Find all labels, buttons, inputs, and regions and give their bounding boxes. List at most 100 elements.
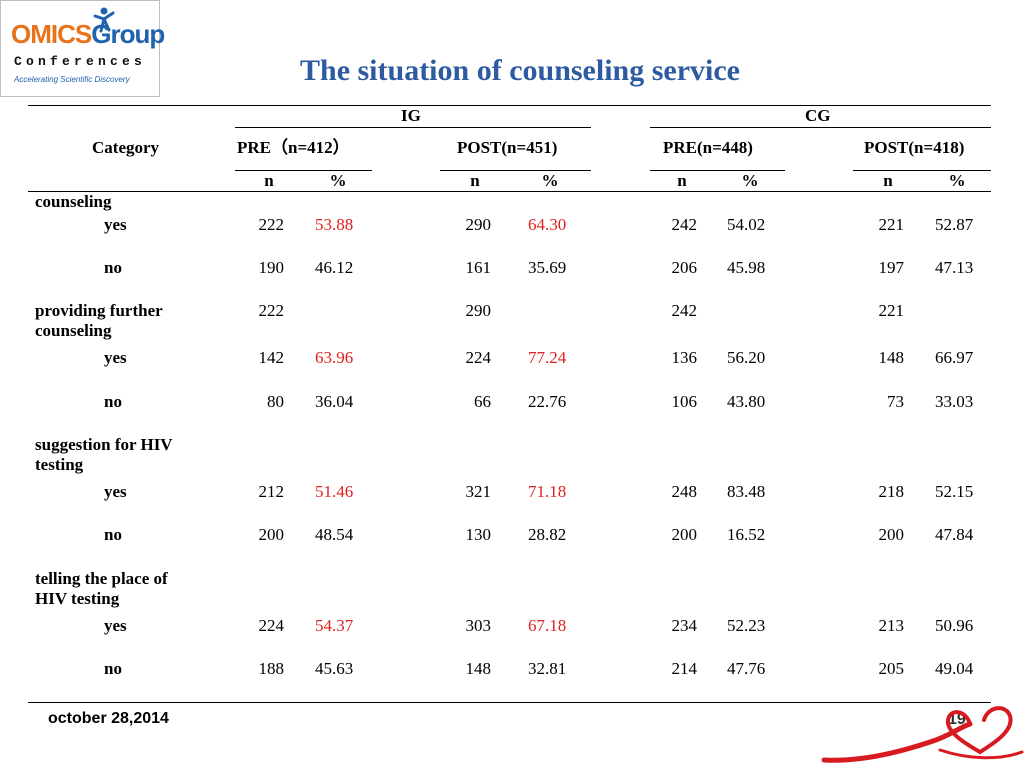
table-cell-n: 222 [258,215,285,234]
table-top-rule [28,105,991,106]
column-label-n: n [883,171,893,190]
table-cell-n: 73 [887,392,904,411]
table-cell-n: 106 [671,392,698,411]
heart-ribbon-decoration [821,706,1024,763]
subgroup-header: PRE（n=412） [237,138,350,157]
table-bottom-rule [28,702,991,703]
table-cell-percent: 52.87 [935,215,974,234]
footer-date: october 28,2014 [48,710,169,727]
table-cell-percent: 35.69 [528,258,567,277]
table-cell-n: 66 [474,392,491,411]
table-cell-n: 213 [878,616,905,635]
row-label: no [104,525,122,544]
table-cell-n: 142 [258,348,285,367]
column-label-percent: % [541,171,559,190]
table-cell-percent: 36.04 [315,392,354,411]
table-cell-n: 161 [465,258,492,277]
group-header-ig: IG [401,106,421,125]
table-cell-n: 136 [671,348,698,367]
row-label: counseling [35,321,112,340]
table-cell-percent: 47.13 [935,258,974,277]
row-label: suggestion for HIV [35,435,173,454]
table-cell-n: 290 [465,215,492,234]
table-cell-n: 242 [671,301,698,320]
table-cell-n: 148 [878,348,905,367]
ig-pre-underline [235,170,372,171]
table-cell-percent: 51.46 [315,482,354,501]
table-cell-n: 197 [878,258,905,277]
table-cell-percent: 54.02 [727,215,766,234]
omics-group-logo: OMICSGroup Conferences Accelerating Scie… [0,0,165,97]
table-cell-percent: 47.76 [727,659,766,678]
table-cell-n: 221 [878,301,905,320]
column-label-percent: % [329,171,347,190]
table-cell-n: 206 [671,258,698,277]
row-label: telling the place of [35,569,168,588]
row-label: HIV testing [35,589,120,608]
table-cell-percent: 32.81 [528,659,567,678]
table-cell-percent: 48.54 [315,525,354,544]
table-cell-percent: 52.15 [935,482,974,501]
row-label: providing further [35,301,163,320]
table-cell-n: 224 [465,348,492,367]
column-label-percent: % [741,171,759,190]
table-cell-percent: 50.96 [935,616,974,635]
column-label-n: n [677,171,687,190]
ig-post-underline [440,170,591,171]
table-cell-percent: 33.03 [935,392,974,411]
table-cell-percent: 52.23 [727,616,766,635]
table-cell-percent: 83.48 [727,482,766,501]
table-header-bottom-rule [28,191,991,192]
category-header: Category [92,138,160,157]
subgroup-header: POST(n=451) [457,138,558,157]
table-cell-n: 205 [878,659,905,678]
table-cell-n: 290 [465,301,492,320]
table-cell-n: 242 [671,215,698,234]
row-label: no [104,392,122,411]
table-cell-n: 303 [465,616,492,635]
table-cell-percent: 43.80 [727,392,766,411]
table-cell-n: 200 [258,525,285,544]
logo-brand: OMICSGroup [11,19,165,49]
column-label-percent: % [948,171,966,190]
cg-underline [650,127,991,128]
table-cell-percent: 71.18 [528,482,567,501]
row-label: yes [104,215,127,234]
table-cell-n: 234 [671,616,698,635]
subgroup-header: PRE(n=448) [663,138,753,157]
table-cell-percent: 47.84 [935,525,974,544]
ig-underline [235,127,591,128]
table-cell-n: 130 [465,525,492,544]
group-header-cg: CG [805,106,831,125]
logo-conferences-text: Conferences [14,54,147,69]
logo-tagline: Accelerating Scientific Discovery [14,75,130,84]
table-cell-percent: 64.30 [528,215,567,234]
table-cell-percent: 16.52 [727,525,766,544]
table-cell-n: 321 [465,482,492,501]
table-cell-percent: 77.24 [528,348,567,367]
table-cell-n: 200 [671,525,698,544]
slide-title: The situation of counseling service [300,54,740,87]
table-cell-percent: 67.18 [528,616,567,635]
person-figure-icon [93,7,115,33]
table-cell-n: 224 [258,616,285,635]
table-cell-n: 200 [878,525,905,544]
row-label: testing [35,455,84,474]
table-cell-n: 190 [258,258,285,277]
table-cell-percent: 45.63 [315,659,354,678]
table-cell-n: 148 [465,659,492,678]
table-cell-percent: 63.96 [315,348,354,367]
table-cell-percent: 45.98 [727,258,766,277]
row-label: no [104,659,122,678]
table-cell-percent: 28.82 [528,525,567,544]
table-cell-percent: 66.97 [935,348,974,367]
table-cell-n: 80 [267,392,284,411]
cg-post-underline [853,170,991,171]
table-cell-n: 248 [671,482,698,501]
table-cell-percent: 49.04 [935,659,974,678]
table-cell-percent: 54.37 [315,616,354,635]
row-label: no [104,258,122,277]
table-cell-percent: 46.12 [315,258,354,277]
subgroup-header: POST(n=418) [864,138,965,157]
table-cell-n: 214 [671,659,698,678]
